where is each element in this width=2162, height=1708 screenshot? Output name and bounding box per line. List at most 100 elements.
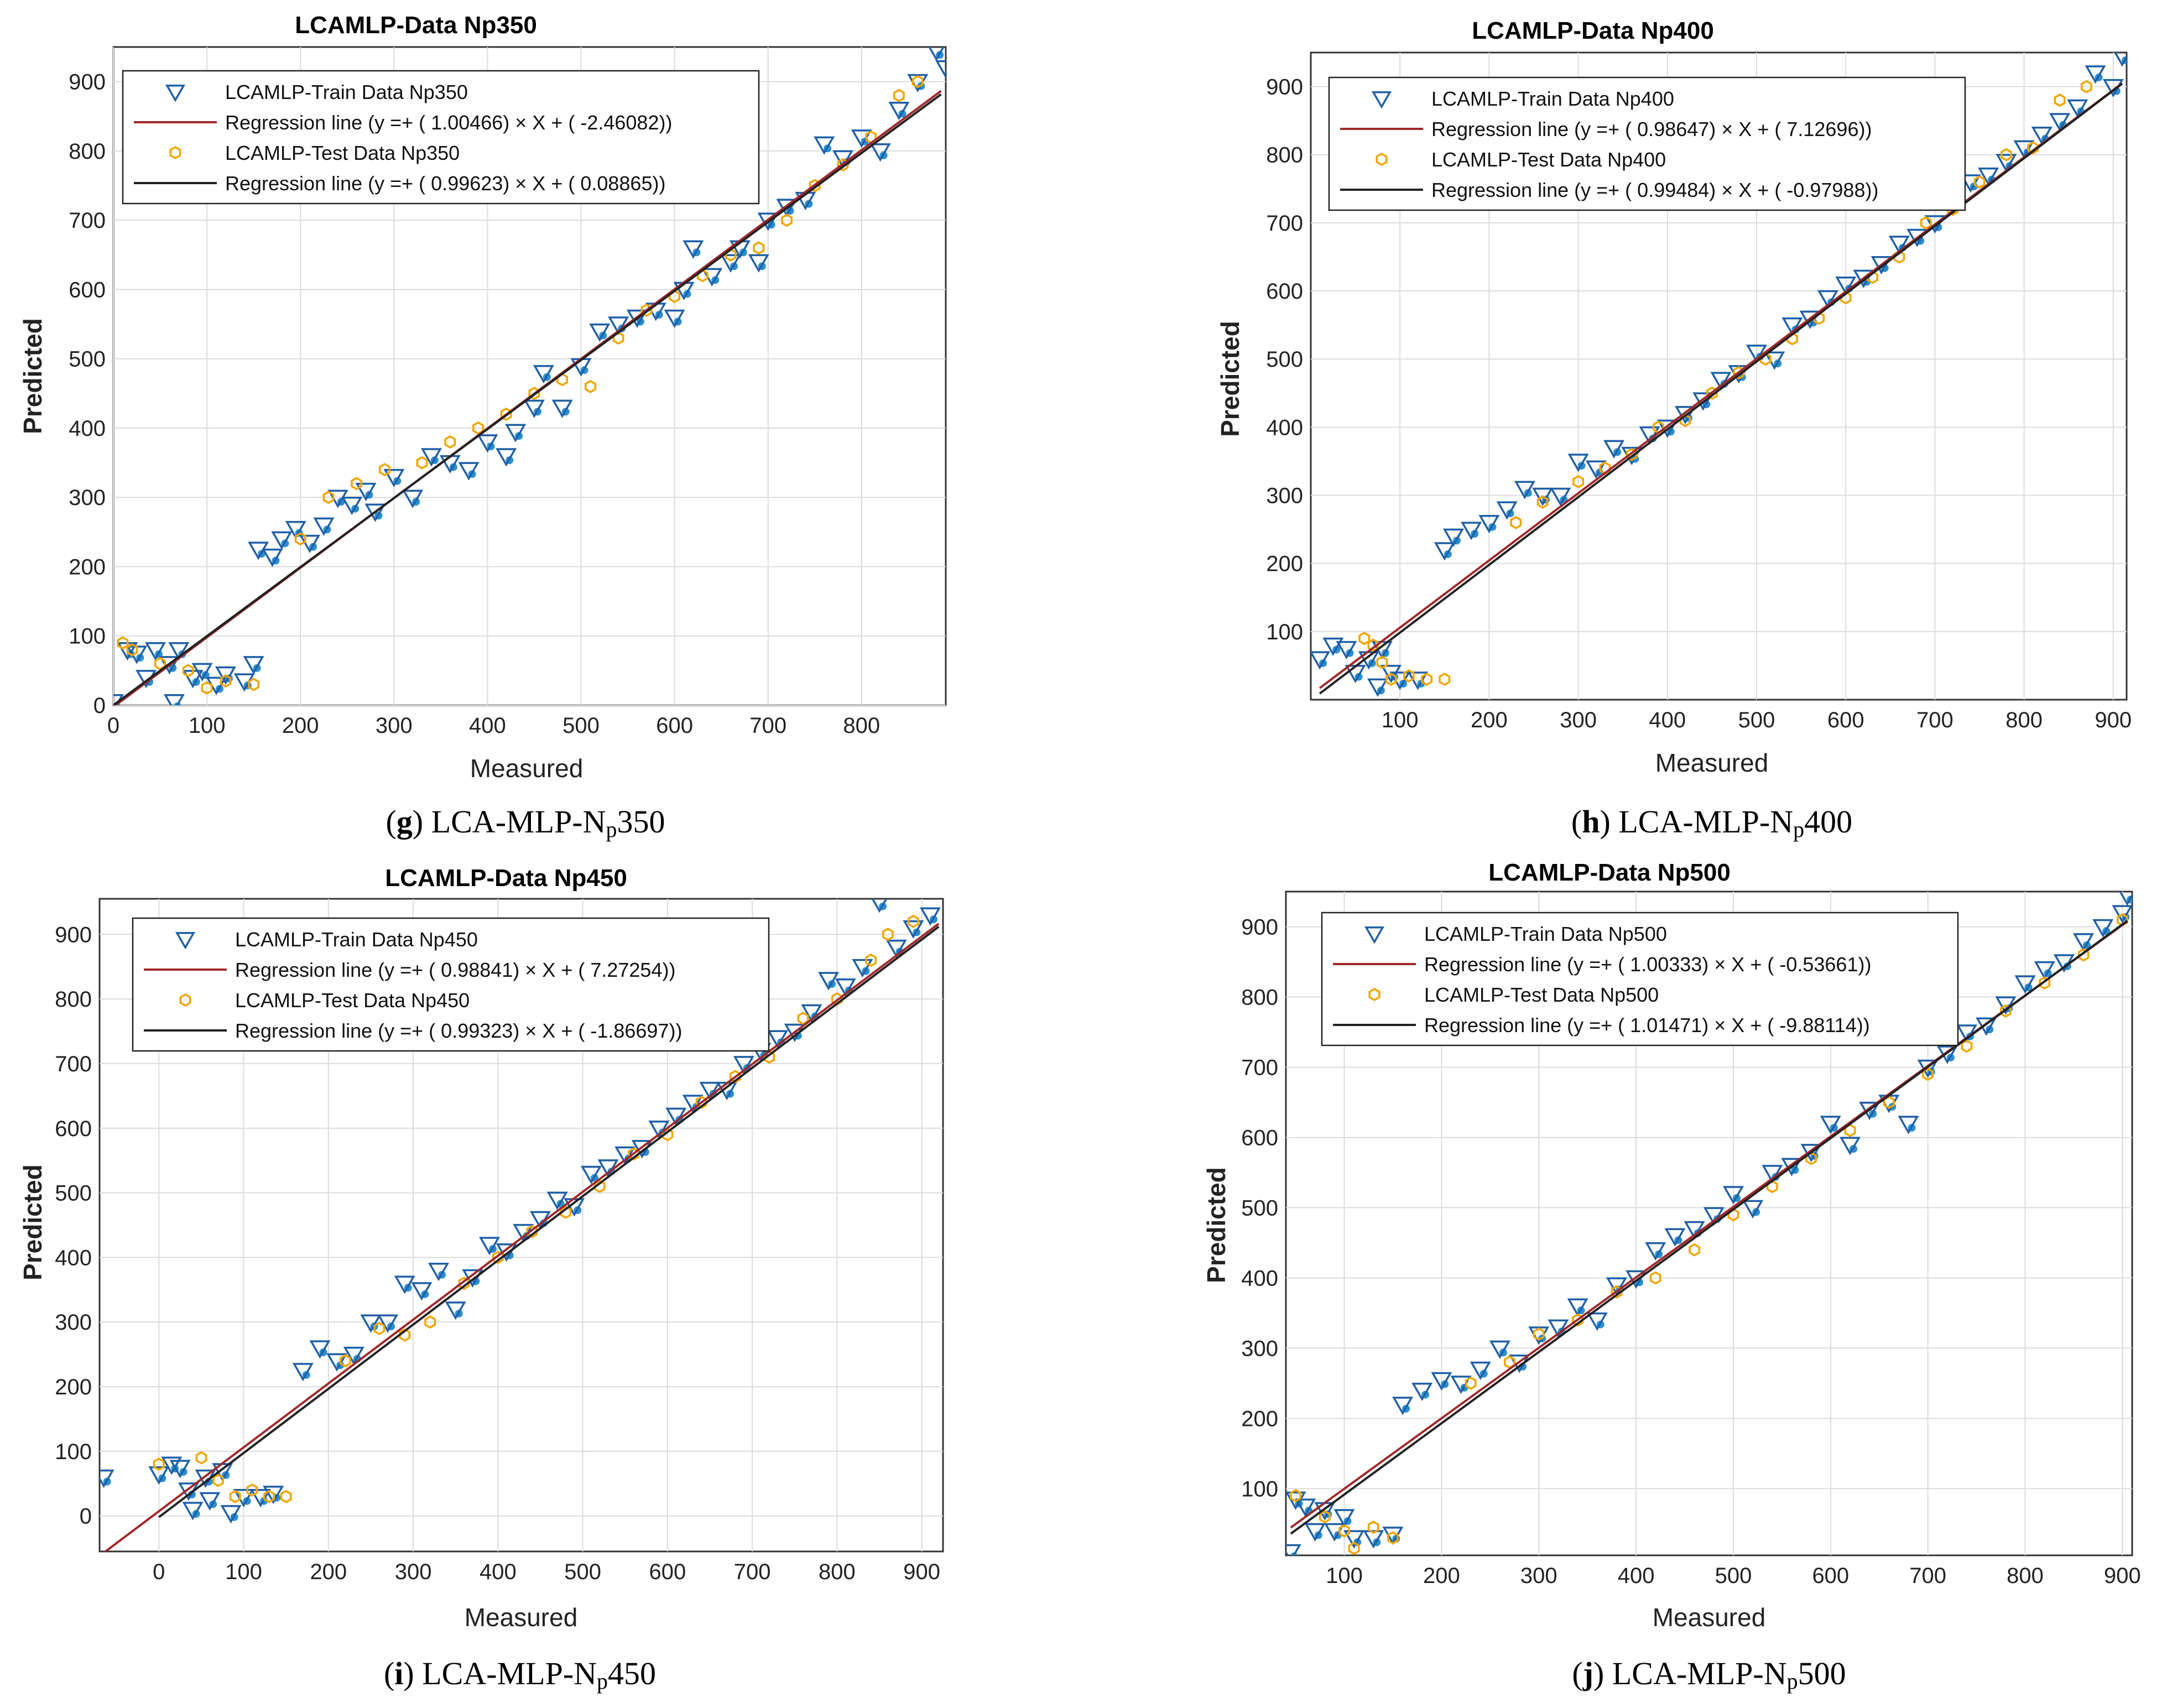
x-tick-label: 900 [2095,708,2132,732]
test-point [472,421,484,435]
data-marks [100,899,941,1551]
y-tick-label: 600 [69,278,106,302]
test-point [280,1490,292,1503]
chart-title: LCAMLP-Data Np450 [385,865,627,892]
test-point [220,674,232,688]
train-point [199,1492,221,1511]
legend-entry: LCAMLP-Test Data Np400 [1431,148,1666,171]
train-point [2114,53,2127,67]
test-point [907,914,919,928]
y-tick-label: 500 [55,1181,92,1206]
test-point [2077,948,2090,962]
chart-title: LCAMLP-Data Np350 [295,12,537,39]
x-tick-label: 600 [649,1560,686,1584]
train-point [1363,1530,1384,1549]
train-point [551,399,573,418]
legend-entry: Regression line (y =+ ( 0.99484) × X + (… [1431,179,1878,201]
legend: LCAMLP-Train Data Np500 Regression line (… [1321,912,1959,1046]
x-tick-label: 300 [395,1560,432,1584]
train-point [1996,154,2017,173]
test-point [1920,216,1932,230]
legend-test-marker [179,993,191,1007]
train-point [801,1004,822,1023]
train-point [2034,961,2055,980]
x-tick-label: 800 [2005,708,2043,732]
test-point [399,1328,411,1342]
train-point [1978,167,1999,186]
train-point [163,694,185,705]
test-point [1367,1520,1379,1534]
x-tick-label: 100 [1382,708,1419,732]
legend-box [122,70,760,205]
train-point [263,1486,284,1504]
train-point [1311,651,1331,670]
train-point [313,517,335,536]
train-point [1586,1312,1608,1331]
legend-test-marker [169,145,181,160]
legend-entry: Regression line (y =+ ( 1.00466) × X + (… [225,111,672,134]
legend-test-marker [1368,987,1380,1002]
test-point [351,477,363,491]
y-tick-label: 0 [93,694,106,718]
x-axis-label: Measured [465,1603,578,1632]
train-regression-line [103,923,940,1551]
train-point [852,959,873,978]
train-point [243,656,264,675]
train-point [818,972,840,991]
test-point [797,1012,809,1025]
train-point [683,240,704,259]
legend-entry: LCAMLP-Test Data Np450 [235,989,470,1012]
train-point [1567,1298,1588,1317]
y-tick-label: 400 [55,1246,92,1270]
legend-entry: Regression line (y =+ ( 0.98647) × X + (… [1431,118,1872,140]
train-point [903,920,924,939]
legend-entry: Regression line (y =+ ( 0.99623) × X + (… [225,172,665,195]
train-point [145,642,166,661]
train-point [1888,236,1910,254]
test-point [1385,673,1397,686]
x-tick-label: 900 [2104,1564,2141,1588]
train-point [299,534,321,554]
legend-entry: Regression line (y =+ ( 0.99323) × X + (… [235,1019,682,1042]
chart-np450: LCAMLP-Data Np450 0 100 200 300 400 500 600 700… [18,865,944,1632]
x-tick-label: 400 [469,714,506,738]
legend-box [132,917,770,1052]
legend-box [1328,76,1966,211]
train-point [1496,501,1518,520]
test-point [458,1277,470,1290]
test-point [378,463,390,477]
test-point [865,953,877,967]
train-point [1333,1509,1355,1528]
test-point [1348,1542,1360,1555]
train-point [2112,905,2132,924]
test-point [1679,414,1691,428]
test-point [2027,141,2039,155]
train-point [169,1460,191,1478]
train-point [2067,99,2088,118]
train-point [343,1346,364,1366]
train-point [1871,256,1892,275]
y-tick-label: 600 [1241,1126,1278,1150]
legend-entry: Regression line (y =+ ( 1.01471) × X + (… [1424,1014,1870,1037]
x-tick-label: 100 [1326,1564,1363,1588]
train-point [1336,640,1357,660]
x-tick-label: 200 [1471,708,1508,732]
train-point [1746,345,1768,363]
y-tick-label: 200 [1241,1407,1278,1431]
chart-np350: LCAMLP-Data Np350 0 100 200 300 400 500 600 700… [18,12,947,783]
y-tick-label: 300 [1241,1336,1278,1361]
train-point [1392,1397,1414,1415]
train-point [285,520,306,540]
legend-test-marker [1376,152,1388,166]
train-point [2092,919,2114,938]
train-point [1550,487,1571,507]
train-point [767,1030,789,1049]
train-point [411,1282,433,1301]
y-tick-label: 700 [55,1052,92,1076]
train-point [220,1505,242,1524]
y-tick-label: 600 [55,1117,92,1141]
data-marks [1286,892,2132,1555]
chart-np500: LCAMLP-Data Np500 100 200 300 400 500 600 700 8… [1202,859,2141,1632]
train-point [1343,1530,1365,1549]
train-point [148,1466,170,1485]
